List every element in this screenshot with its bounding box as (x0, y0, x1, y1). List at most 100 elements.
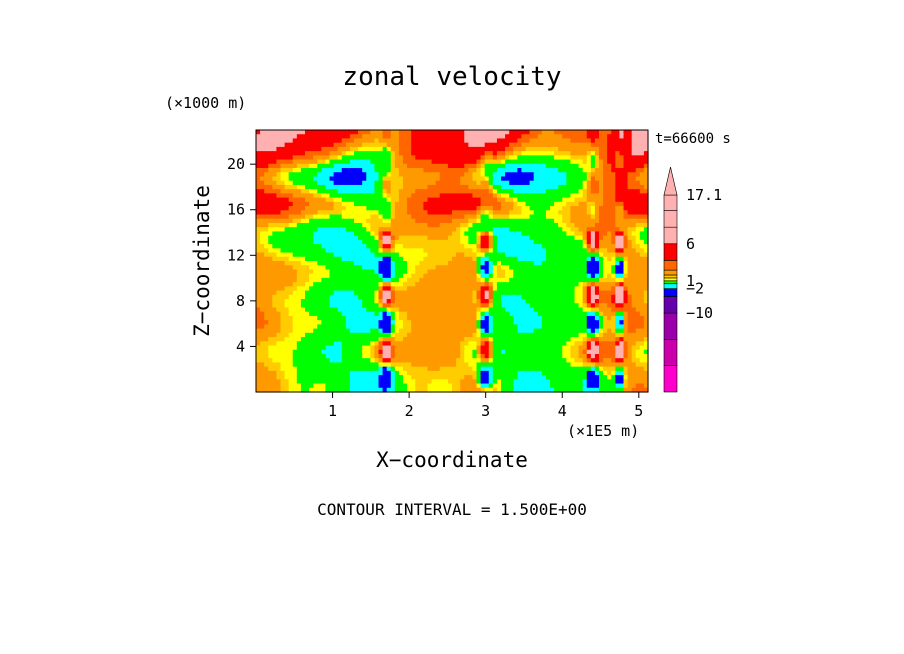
heatmap-cell (329, 146, 335, 152)
heatmap-cell (358, 134, 363, 140)
heatmap-cell (611, 324, 616, 330)
heatmap-cell (268, 201, 273, 207)
heatmap-cell (517, 303, 523, 309)
heatmap-cell (337, 299, 343, 304)
heatmap-cell (574, 197, 580, 203)
heatmap-cell (501, 320, 506, 325)
heatmap-cell (362, 345, 367, 351)
heatmap-cell (525, 130, 531, 135)
heatmap-cell (468, 277, 474, 283)
heatmap-cell (566, 206, 572, 211)
heatmap-cell (525, 172, 531, 178)
heatmap-cell (362, 172, 367, 178)
heatmap-cell (537, 206, 543, 211)
heatmap-cell (635, 269, 641, 275)
heatmap-cell (480, 130, 486, 135)
heatmap-cell (403, 142, 408, 148)
heatmap-cell (570, 332, 576, 338)
heatmap-cell (566, 256, 572, 262)
heatmap-cell (623, 277, 629, 283)
heatmap-cell (284, 303, 290, 309)
heatmap-cell (643, 269, 649, 275)
heatmap-cell (492, 324, 498, 330)
heatmap-cell (292, 168, 298, 173)
heatmap-cell (545, 206, 551, 211)
heatmap-cell (464, 151, 469, 156)
heatmap-cell (480, 294, 486, 300)
heatmap-cell (574, 235, 580, 241)
heatmap-cell (550, 299, 555, 304)
heatmap-cell (325, 189, 331, 194)
heatmap-cell (256, 315, 261, 321)
heatmap-cell (423, 239, 429, 245)
heatmap-cell (525, 231, 531, 237)
heatmap-cell (435, 307, 441, 313)
heatmap-cell (586, 193, 592, 199)
heatmap-cell (468, 261, 474, 266)
heatmap-cell (615, 222, 621, 228)
heatmap-cell (537, 222, 543, 228)
heatmap-cell (260, 189, 265, 194)
heatmap-cell (521, 261, 527, 266)
heatmap-cell (394, 130, 400, 135)
heatmap-cell (603, 324, 608, 330)
heatmap-cell (627, 180, 633, 186)
heatmap-cell (484, 146, 490, 152)
heatmap-cell (305, 282, 310, 287)
heatmap-cell (533, 239, 539, 245)
heatmap-cell (390, 197, 396, 203)
heatmap-cell (558, 328, 563, 334)
heatmap-cell (341, 176, 347, 182)
heatmap-cell (492, 201, 498, 207)
heatmap-cell (635, 311, 641, 317)
heatmap-cell (309, 222, 314, 228)
heatmap-cell (296, 146, 302, 152)
heatmap-cell (264, 277, 269, 283)
heatmap-cell (341, 163, 347, 169)
heatmap-cell (358, 138, 363, 144)
heatmap-cell (333, 155, 339, 161)
heatmap-cell (468, 337, 474, 342)
heatmap-cell (590, 290, 596, 296)
heatmap-cell (288, 328, 294, 334)
heatmap-cell (537, 210, 543, 216)
heatmap-cell (533, 303, 539, 309)
heatmap-cell (284, 222, 290, 228)
heatmap-cell (280, 290, 286, 296)
heatmap-cell (505, 345, 510, 351)
heatmap-cell (558, 332, 563, 338)
heatmap-cell (345, 172, 351, 178)
heatmap-cell (639, 256, 645, 262)
heatmap-cell (472, 290, 478, 296)
heatmap-cell (358, 163, 363, 169)
heatmap-cell (329, 294, 335, 300)
heatmap-cell (574, 163, 580, 169)
heatmap-cell (329, 138, 335, 144)
heatmap-cell (305, 193, 310, 199)
heatmap-cell (541, 303, 547, 309)
heatmap-cell (292, 218, 298, 224)
heatmap-cell (574, 311, 580, 317)
heatmap-cell (317, 324, 322, 330)
heatmap-cell (607, 172, 612, 178)
heatmap-cell (345, 239, 351, 245)
heatmap-cell (509, 193, 514, 199)
heatmap-cell (501, 218, 506, 224)
heatmap-cell (627, 151, 633, 156)
heatmap-cell (537, 172, 543, 178)
heatmap-cell (349, 315, 355, 321)
heatmap-cell (541, 294, 547, 300)
heatmap-cell (321, 324, 327, 330)
heatmap-cell (456, 218, 461, 224)
heatmap-cell (456, 227, 461, 233)
heatmap-cell (615, 252, 621, 258)
heatmap-cell (611, 218, 616, 224)
heatmap-cell (639, 252, 645, 258)
heatmap-cell (627, 138, 633, 144)
heatmap-cell (443, 235, 449, 241)
heatmap-cell (345, 151, 351, 156)
heatmap-cell (513, 130, 518, 135)
heatmap-cell (545, 155, 551, 161)
heatmap-cell (390, 294, 396, 300)
heatmap-cell (472, 265, 478, 271)
